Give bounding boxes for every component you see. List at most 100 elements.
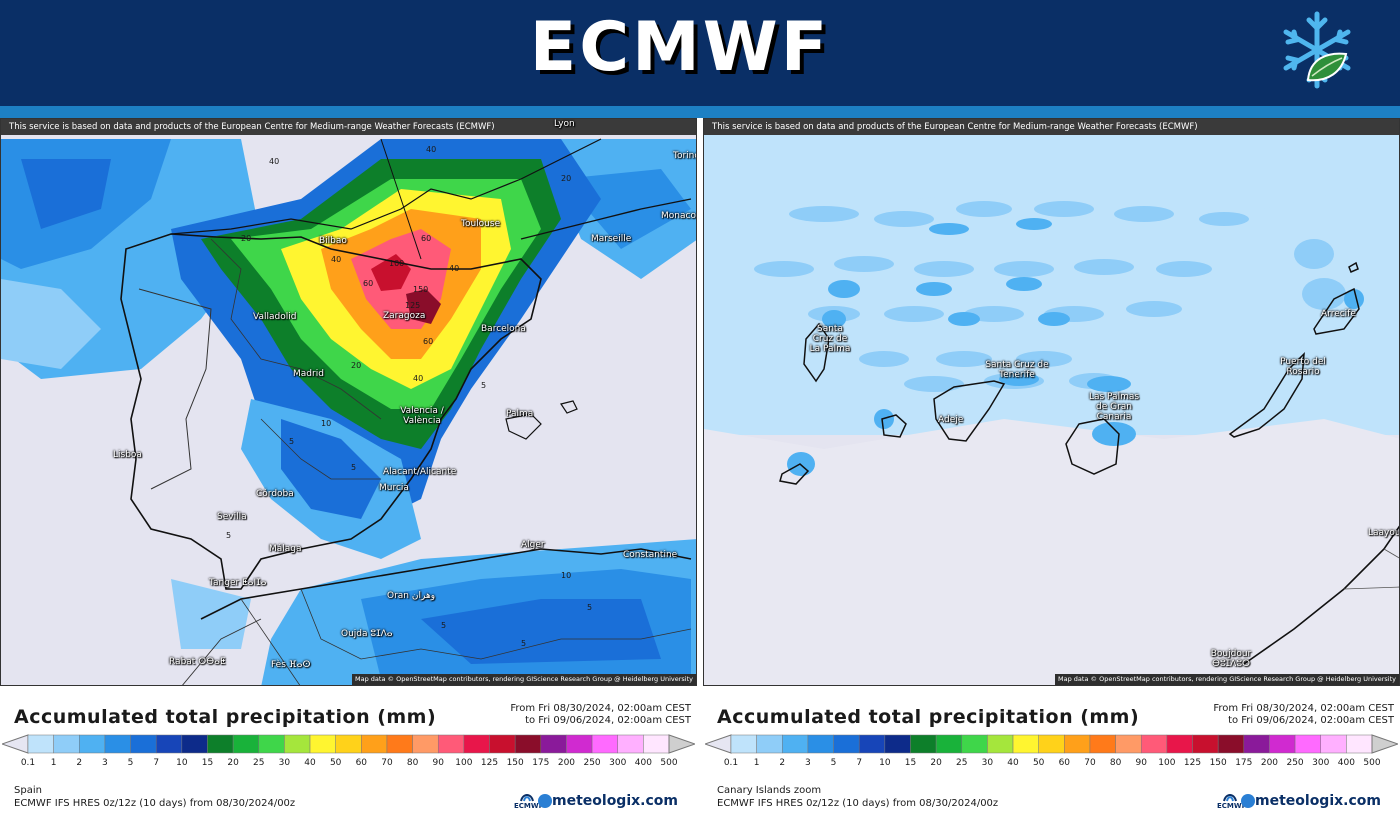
page-title: ECMWF xyxy=(529,8,831,87)
colorbar-tick-label: 50 xyxy=(1032,758,1045,768)
colorbar-swatch xyxy=(386,734,413,754)
colorbar-swatch xyxy=(258,734,285,754)
colorbar-tick-label: 10 xyxy=(879,758,891,768)
region-name: Canary Islands zoom xyxy=(717,785,822,796)
colorbar-tick-label: 60 xyxy=(1058,758,1071,768)
colorbar-swatch xyxy=(591,734,618,754)
colorbar-swatch xyxy=(566,734,593,754)
place-madrid: Madrid xyxy=(293,369,324,379)
colorbar-swatch xyxy=(730,734,757,754)
range-from: From Fri 08/30/2024, 02:00am CEST xyxy=(1213,703,1394,714)
colorbar-tick-label: 125 xyxy=(1183,758,1202,768)
place-murcia: Murcia xyxy=(379,483,409,493)
colorbar-tick-label: 1 xyxy=(50,758,57,768)
precipitation-colorbar xyxy=(2,734,695,754)
contour-label: 150 xyxy=(413,285,429,294)
header-bar: ECMWF xyxy=(0,0,1400,106)
colorbar-tick-label: 25 xyxy=(253,758,265,768)
colorbar-tick-label: 250 xyxy=(1286,758,1304,768)
colorbar-tick-label: 400 xyxy=(1337,758,1355,768)
contour-label: 125 xyxy=(405,301,421,310)
place-lyon: Lyon xyxy=(554,119,575,129)
colorbar-tick-label: 20 xyxy=(227,758,239,768)
colorbar-swatch xyxy=(130,734,157,754)
contour-label: 40 xyxy=(413,374,424,383)
place-lisboa: Lisboa xyxy=(113,450,142,460)
ecmwf-service-notice: This service is based on data and produc… xyxy=(1,119,696,135)
colorbar-tick-label: 150 xyxy=(1209,758,1227,768)
place-toulouse: Toulouse xyxy=(461,219,501,229)
contour-label: 20 xyxy=(561,174,572,183)
place-arrecife: Arrecife xyxy=(1321,309,1356,319)
meteologix-globe-icon xyxy=(1241,794,1255,808)
spain-map-graphic xyxy=(1,119,696,685)
contour-label: 10 xyxy=(561,571,572,580)
colorbar-tick-label: 300 xyxy=(1312,758,1330,768)
canary-precipitation-map[interactable]: This service is based on data and produc… xyxy=(703,118,1400,686)
canary-map-graphic xyxy=(704,119,1399,685)
ecmwf-logo-icon xyxy=(520,794,534,802)
colorbar-tick-label: 0.1 xyxy=(20,758,36,768)
colorbar-swatch xyxy=(309,734,336,754)
place-fes: Fès ⴼⴰⵙ xyxy=(271,660,311,670)
colorbar-tick-label: 500 xyxy=(660,758,678,768)
colorbar-tick-label: 7 xyxy=(153,758,160,768)
precipitation-colorbar xyxy=(705,734,1398,754)
colorbar-tick-label: 150 xyxy=(506,758,524,768)
contour-label: 100 xyxy=(389,259,405,268)
contour-label: 60 xyxy=(421,234,432,243)
colorbar-swatch xyxy=(489,734,516,754)
colorbar-tick-label: 10 xyxy=(176,758,188,768)
colorbar-tick-label: 25 xyxy=(956,758,968,768)
colorbar-swatch xyxy=(858,734,886,754)
colorbar-tick-label: 400 xyxy=(634,758,652,768)
range-to: to Fri 09/06/2024, 02:00am CEST xyxy=(525,715,691,726)
meteologix-link[interactable]: meteologix.com xyxy=(1255,793,1381,809)
colorbar-tick-label: 125 xyxy=(480,758,499,768)
colorbar-swatch xyxy=(1217,734,1245,754)
place-oujda: Oujda ⵓⵊⴷⴰ xyxy=(341,629,393,639)
spain-panel: This service is based on data and produc… xyxy=(0,118,697,817)
contour-label: 60 xyxy=(423,337,434,346)
colorbar-swatch xyxy=(807,734,834,754)
contour-label: 5 xyxy=(481,381,487,390)
contour-label: 5 xyxy=(289,437,295,446)
colorbar-tick-label: 70 xyxy=(381,758,393,768)
colorbar-swatch xyxy=(284,734,311,754)
colorbar-tick-label: 250 xyxy=(583,758,601,768)
place-zaragoza: Zaragoza xyxy=(383,311,426,321)
contour-label: 40 xyxy=(426,145,437,154)
colorbar-swatch xyxy=(1038,734,1065,754)
colorbar-swatch xyxy=(1115,734,1142,754)
meteologix-link[interactable]: meteologix.com xyxy=(552,793,678,809)
place-tanger: Tanger ⵟⴰⵏⵊⴰ xyxy=(209,578,267,588)
place-torino: Torino xyxy=(673,151,696,161)
colorbar-swatch xyxy=(1012,734,1039,754)
colorbar-ticks: 0.1 1 2 3 5 7 10 15 20 25 30 40 50 60 70 80 90 100 125 150 1… xyxy=(0,758,697,772)
panel-divider xyxy=(697,118,703,688)
colorbar-swatch xyxy=(437,734,465,754)
colorbar-tick-label: 7 xyxy=(856,758,863,768)
place-rabat: Rabat ⵔⴱⴰⵟ xyxy=(169,657,226,667)
contour-label: 10 xyxy=(321,419,332,428)
place-valladolid: Valladolid xyxy=(253,312,297,322)
colorbar-tick-label: 200 xyxy=(1260,758,1279,768)
spain-precipitation-map[interactable]: This service is based on data and produc… xyxy=(0,118,697,686)
colorbar-tick-label: 15 xyxy=(904,758,917,768)
place-puerto-del-rosario: Puerto del Rosario xyxy=(1280,357,1326,377)
snowflake-leaf-icon xyxy=(1283,11,1351,89)
colorbar-swatch xyxy=(232,734,260,754)
colorbar-tick-label: 3 xyxy=(102,758,108,768)
colorbar-swatch xyxy=(27,734,54,754)
colorbar-tick-label: 500 xyxy=(1363,758,1381,768)
colorbar-tick-label: 40 xyxy=(1007,758,1019,768)
place-valencia: Valencia / València xyxy=(400,406,444,426)
colorbar-swatch xyxy=(540,734,567,754)
colorbar-arrow-low xyxy=(2,734,29,754)
colorbar-swatch xyxy=(1089,734,1116,754)
colorbar-swatch xyxy=(53,734,80,754)
place-alicante: Alacant/Alicante xyxy=(383,467,457,477)
place-oran: Oran وهران xyxy=(387,591,436,601)
colorbar-tick-label: 100 xyxy=(455,758,473,768)
colorbar-arrow-low xyxy=(705,734,732,754)
